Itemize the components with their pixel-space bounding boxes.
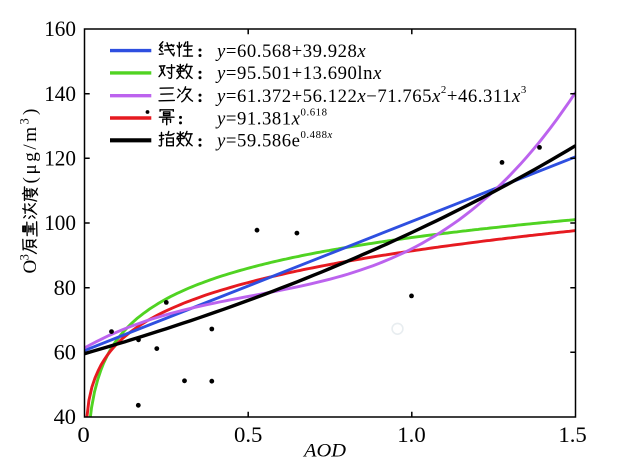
svg-text:140: 140: [44, 81, 76, 106]
svg-text:y=61.372+56.122x−71.765x2​+46.: y=61.372+56.122x−71.765x2​+46.311x3​: [215, 84, 527, 107]
svg-text:100: 100: [44, 210, 76, 235]
svg-text:AOD: AOD: [302, 440, 346, 461]
svg-text:40: 40: [54, 404, 76, 429]
svg-text:0.5: 0.5: [234, 422, 262, 447]
svg-text:160: 160: [44, 16, 76, 41]
svg-text:80: 80: [54, 275, 76, 300]
svg-text:0: 0: [77, 422, 89, 447]
svg-text:3: 3: [18, 118, 32, 124]
svg-text:(: (: [20, 177, 41, 183]
svg-text:y=60.568+39.928x: y=60.568+39.928x: [215, 41, 366, 62]
svg-text:60: 60: [54, 340, 76, 365]
svg-text:3: 3: [18, 254, 32, 260]
svg-text:1.0: 1.0: [397, 422, 425, 447]
svg-text:120: 120: [44, 146, 76, 171]
svg-text:μg/m: μg/m: [20, 124, 41, 174]
svg-text:O: O: [20, 260, 41, 274]
svg-text:y=91.381x0.618​: y=91.381x0.618​: [215, 107, 328, 130]
svg-text:): ): [20, 109, 41, 115]
svg-text:1.5: 1.5: [558, 422, 586, 447]
svg-text:y=95.501+13.690lnx: y=95.501+13.690lnx: [215, 63, 382, 84]
